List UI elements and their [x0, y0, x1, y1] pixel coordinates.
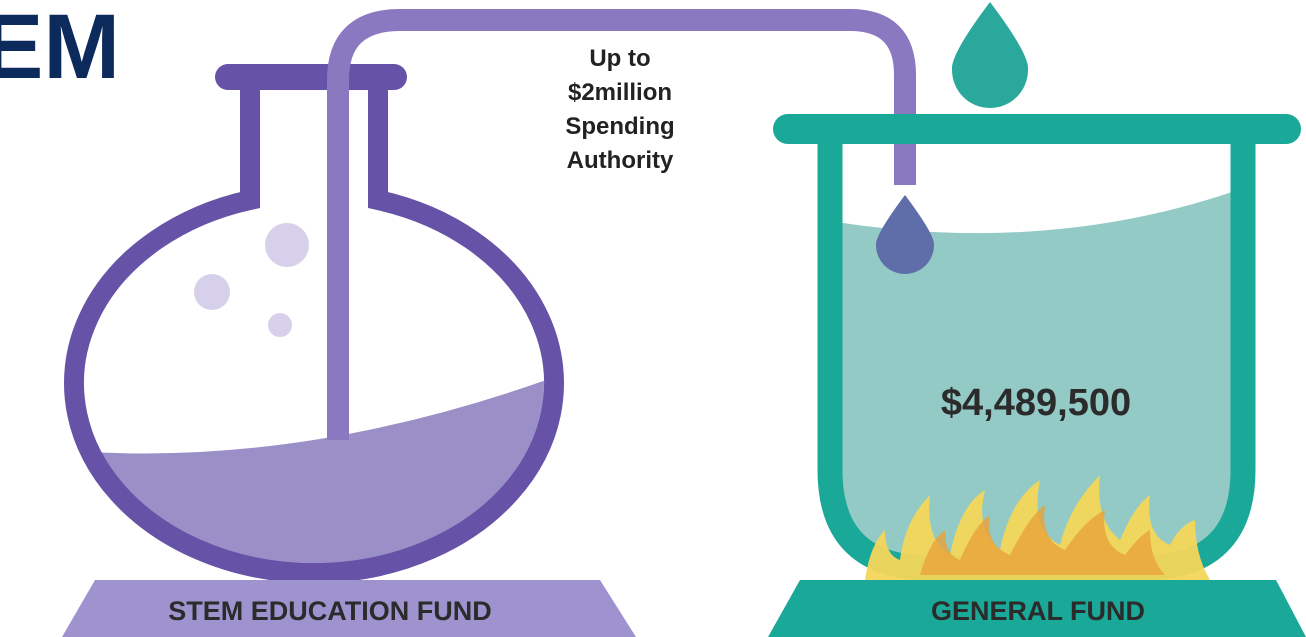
heading: EM	[0, 0, 120, 98]
fund-balance: $4,489,500	[941, 382, 1131, 424]
flask-lip	[215, 64, 407, 90]
note-line: Up to	[589, 45, 650, 72]
bubble	[194, 274, 230, 310]
bubble	[268, 313, 292, 337]
teal-drop	[952, 2, 1028, 108]
left-fund-label: STEM EDUCATION FUND	[168, 596, 492, 626]
purple-drop	[876, 195, 934, 274]
note-line: Spending	[565, 113, 674, 140]
infographic: EM Up to $2million Spending Authority $4…	[0, 0, 1306, 637]
transfer-note: Up to $2million Spending Authority	[565, 45, 674, 174]
note-line: Authority	[567, 147, 674, 174]
page: {"heading": "EM", "transfer_note": ["Up …	[0, 0, 1306, 637]
bubble	[265, 223, 309, 267]
note-line: $2million	[568, 79, 672, 106]
right-fund-label: GENERAL FUND	[931, 596, 1145, 626]
pot-rim	[773, 114, 1301, 144]
